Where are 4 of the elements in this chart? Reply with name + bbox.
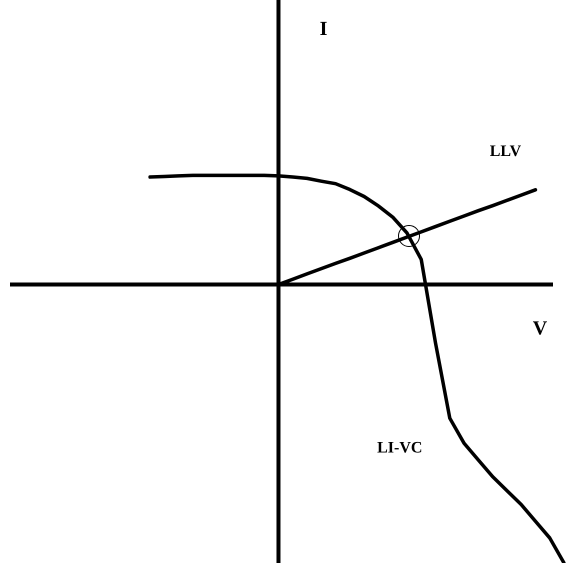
text: LI-VC: [377, 439, 422, 456]
text: I: [320, 18, 328, 40]
x-axis-title: V: [532, 318, 548, 340]
text: LLV: [490, 142, 522, 160]
